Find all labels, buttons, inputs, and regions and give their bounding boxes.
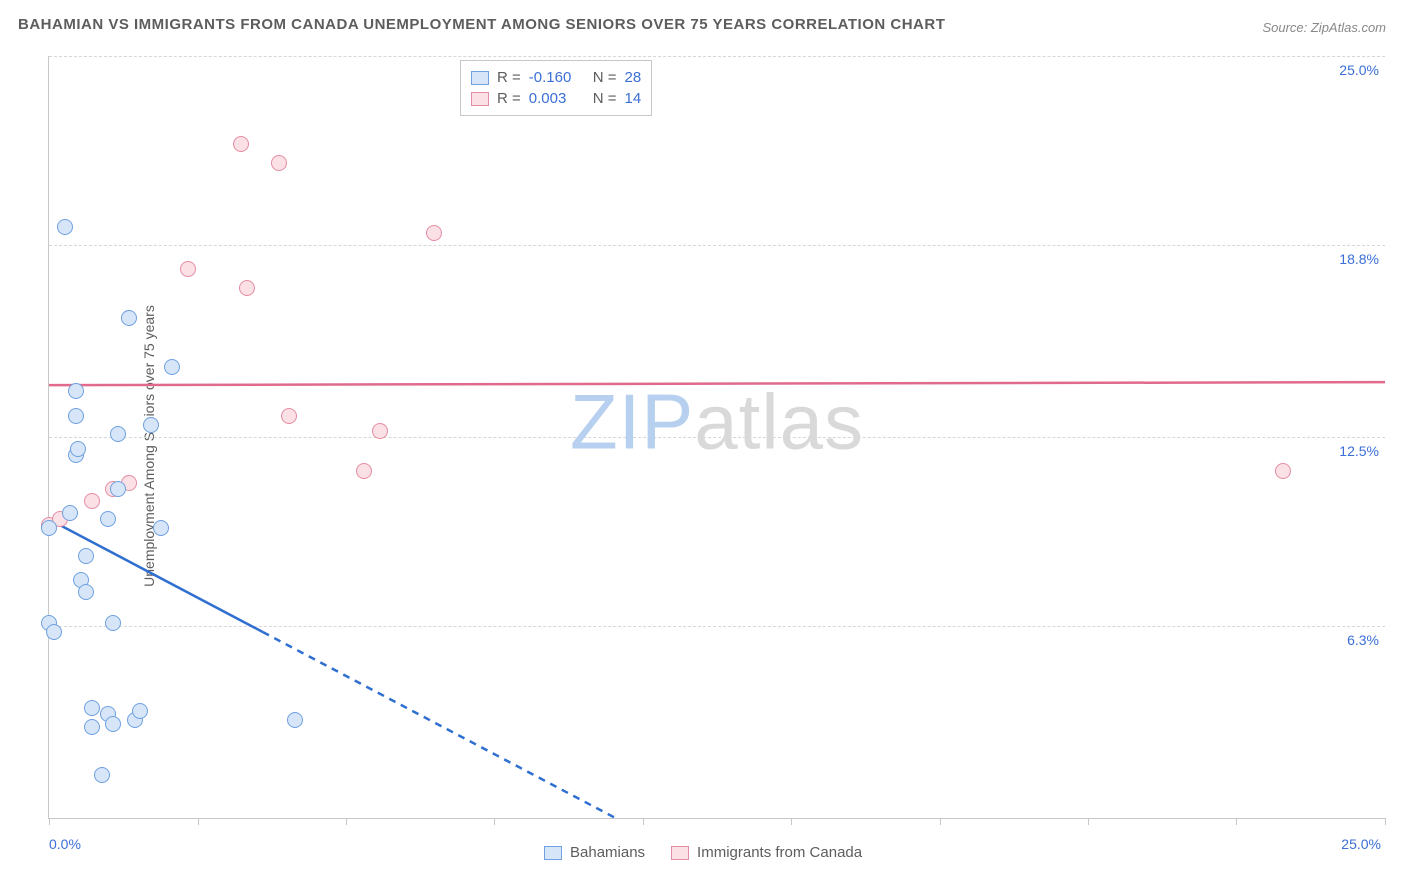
y-tick-label: 6.3% xyxy=(1347,632,1379,648)
data-point-bahamians xyxy=(57,219,73,235)
data-point-bahamians xyxy=(100,511,116,527)
legend-n-value: 14 xyxy=(625,90,642,107)
legend-swatch xyxy=(671,846,689,860)
data-point-bahamians xyxy=(78,584,94,600)
gridline xyxy=(49,626,1385,627)
x-tick xyxy=(643,818,644,825)
data-point-bahamians xyxy=(41,520,57,536)
x-max-label: 25.0% xyxy=(1341,836,1381,852)
watermark: ZIPatlas xyxy=(570,376,864,467)
data-point-bahamians xyxy=(68,408,84,424)
data-point-bahamians xyxy=(121,310,137,326)
x-tick xyxy=(791,818,792,825)
x-tick xyxy=(494,818,495,825)
legend-n-label: N = xyxy=(593,69,617,86)
data-point-bahamians xyxy=(287,712,303,728)
legend-swatch xyxy=(471,71,489,85)
series-legend: Bahamians Immigrants from Canada xyxy=(544,842,862,863)
data-point-canada xyxy=(239,280,255,296)
x-origin-label: 0.0% xyxy=(49,836,81,852)
data-point-canada xyxy=(426,225,442,241)
data-point-bahamians xyxy=(46,624,62,640)
scatter-plot-area: 6.3%12.5%18.8%25.0%0.0%25.0%ZIPatlas xyxy=(48,56,1385,819)
x-tick xyxy=(49,818,50,825)
y-tick-label: 25.0% xyxy=(1339,62,1379,78)
data-point-canada xyxy=(1275,463,1291,479)
legend-r-label: R = xyxy=(497,69,521,86)
data-point-canada xyxy=(281,408,297,424)
legend-row: R = 0.003 N = 14 xyxy=(471,88,641,109)
data-point-bahamians xyxy=(105,716,121,732)
gridline xyxy=(49,437,1385,438)
data-point-bahamians xyxy=(143,417,159,433)
x-tick xyxy=(198,818,199,825)
gridline xyxy=(49,245,1385,246)
gridline xyxy=(49,56,1385,57)
data-point-canada xyxy=(271,155,287,171)
legend-r-value: 0.003 xyxy=(529,90,585,107)
series-legend-label: Bahamians xyxy=(570,844,645,861)
data-point-bahamians xyxy=(62,505,78,521)
data-point-bahamians xyxy=(84,700,100,716)
legend-swatch xyxy=(471,92,489,106)
legend-r-label: R = xyxy=(497,90,521,107)
y-tick-label: 12.5% xyxy=(1339,443,1379,459)
legend-row: R = -0.160 N = 28 xyxy=(471,67,641,88)
data-point-bahamians xyxy=(68,383,84,399)
data-point-canada xyxy=(233,136,249,152)
legend-n-value: 28 xyxy=(625,69,642,86)
series-legend-item: Bahamians xyxy=(544,842,645,863)
data-point-canada xyxy=(180,261,196,277)
data-point-canada xyxy=(372,423,388,439)
data-point-bahamians xyxy=(132,703,148,719)
legend-swatch xyxy=(544,846,562,860)
correlation-legend: R = -0.160 N = 28 R = 0.003 N = 14 xyxy=(460,60,652,116)
data-point-bahamians xyxy=(105,615,121,631)
data-point-bahamians xyxy=(110,481,126,497)
x-tick xyxy=(1088,818,1089,825)
data-point-bahamians xyxy=(78,548,94,564)
data-point-bahamians xyxy=(84,719,100,735)
chart-title: BAHAMIAN VS IMMIGRANTS FROM CANADA UNEMP… xyxy=(18,16,945,33)
y-tick-label: 18.8% xyxy=(1339,251,1379,267)
data-point-bahamians xyxy=(70,441,86,457)
data-point-bahamians xyxy=(153,520,169,536)
data-point-bahamians xyxy=(94,767,110,783)
data-point-canada xyxy=(84,493,100,509)
x-tick xyxy=(346,818,347,825)
x-tick xyxy=(1236,818,1237,825)
data-point-bahamians xyxy=(164,359,180,375)
series-legend-item: Immigrants from Canada xyxy=(671,842,862,863)
x-tick xyxy=(1385,818,1386,825)
legend-r-value: -0.160 xyxy=(529,69,585,86)
legend-n-label: N = xyxy=(593,90,617,107)
x-tick xyxy=(940,818,941,825)
series-legend-label: Immigrants from Canada xyxy=(697,844,862,861)
data-point-bahamians xyxy=(110,426,126,442)
source-label: Source: ZipAtlas.com xyxy=(1262,20,1386,35)
data-point-canada xyxy=(356,463,372,479)
